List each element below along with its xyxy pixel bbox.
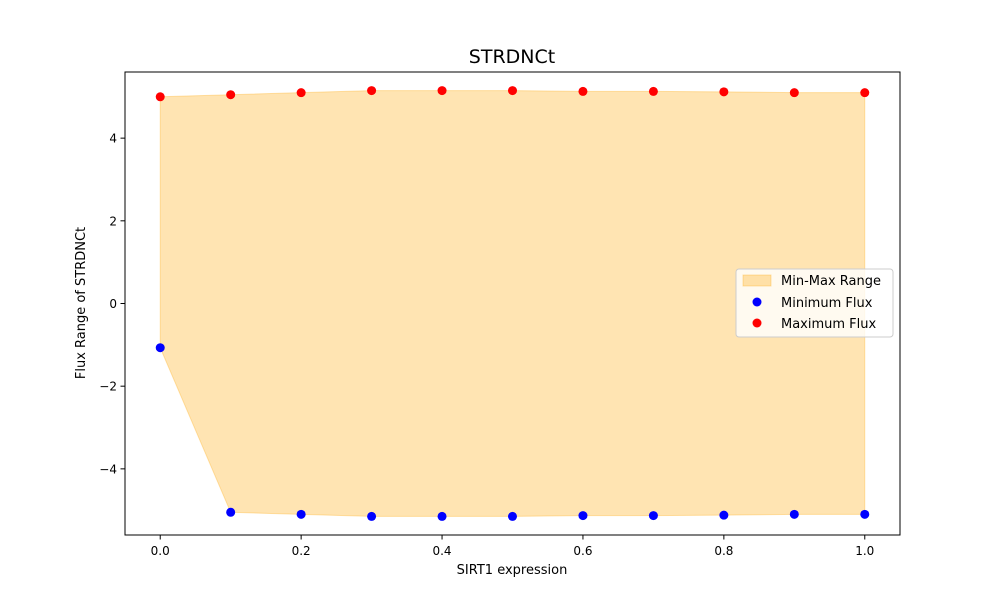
legend: Min-Max Range Minimum Flux Maximum Flux: [735, 268, 894, 338]
max-flux-point: [789, 88, 799, 98]
y-tick-label: −4: [99, 462, 117, 476]
legend-label-min: Minimum Flux: [781, 296, 873, 311]
legend-marker-max: [752, 318, 762, 328]
max-flux-point: [437, 86, 447, 96]
min-flux-point: [296, 509, 306, 519]
max-flux-point: [508, 86, 517, 96]
y-tick-label: 2: [109, 214, 117, 228]
max-flux-point: [226, 90, 236, 100]
max-flux-point: [367, 86, 377, 96]
max-flux-point: [578, 86, 588, 96]
max-flux-point: [155, 92, 165, 102]
min-flux-point: [226, 507, 236, 517]
y-axis-label: Flux Range of STRDNCt: [74, 227, 89, 379]
min-flux-point: [648, 511, 658, 521]
min-flux-point: [719, 510, 729, 520]
chart-title: STRDNCt: [469, 46, 555, 68]
max-flux-point: [648, 86, 658, 96]
y-tick-label: 4: [109, 132, 117, 146]
y-tick-label: −2: [99, 380, 117, 394]
ticks-layer: 0.0 0.2 0.4 0.6 0.8 1.0 −4 −2 0 2 4: [99, 132, 874, 558]
min-flux-point: [437, 511, 447, 521]
min-flux-point: [860, 509, 870, 519]
max-flux-point: [719, 87, 729, 97]
legend-marker-min: [752, 297, 762, 307]
legend-frame: [735, 268, 894, 338]
legend-label-max: Maximum Flux: [781, 317, 877, 332]
x-tick-label: 0.0: [151, 544, 170, 558]
y-tick-label: 0: [109, 297, 117, 311]
max-flux-point: [860, 88, 870, 98]
min-flux-point: [789, 509, 799, 519]
legend-label-range: Min-Max Range: [781, 274, 881, 289]
x-tick-label: 0.4: [432, 544, 451, 558]
min-flux-point: [155, 343, 165, 353]
max-flux-point: [296, 88, 306, 98]
min-flux-point: [508, 511, 517, 521]
min-flux-point: [367, 511, 377, 521]
marks-layer: [155, 86, 870, 521]
x-tick-label: 1.0: [855, 544, 874, 558]
x-tick-label: 0.8: [714, 544, 733, 558]
x-tick-label: 0.2: [292, 544, 311, 558]
legend-swatch-range: [742, 274, 772, 287]
x-axis-label: SIRT1 expression: [457, 563, 568, 578]
x-tick-label: 0.6: [573, 544, 592, 558]
min-flux-point: [578, 511, 588, 521]
